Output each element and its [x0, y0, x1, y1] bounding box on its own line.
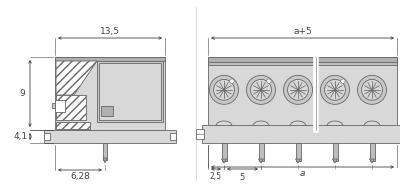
- Bar: [97, 61, 163, 122]
- Circle shape: [210, 75, 238, 104]
- Bar: [170, 133, 176, 140]
- Circle shape: [288, 79, 308, 100]
- Circle shape: [320, 75, 350, 104]
- Bar: [370, 143, 374, 161]
- Circle shape: [341, 79, 345, 83]
- Polygon shape: [370, 159, 374, 163]
- Polygon shape: [56, 61, 97, 95]
- Circle shape: [246, 75, 276, 104]
- Bar: [103, 143, 107, 160]
- Text: 6,28: 6,28: [70, 172, 90, 181]
- Text: a: a: [300, 169, 305, 177]
- Polygon shape: [56, 122, 90, 129]
- Bar: [258, 143, 264, 161]
- Circle shape: [250, 79, 272, 100]
- Circle shape: [230, 79, 234, 83]
- Circle shape: [214, 79, 234, 100]
- Polygon shape: [296, 159, 300, 163]
- Polygon shape: [103, 158, 107, 163]
- Circle shape: [362, 79, 382, 100]
- Bar: [44, 130, 176, 143]
- Bar: [208, 57, 397, 62]
- Text: 13,5: 13,5: [100, 26, 120, 36]
- Bar: [202, 125, 400, 143]
- Bar: [99, 63, 161, 120]
- Bar: [296, 143, 300, 161]
- Bar: [196, 129, 204, 139]
- Circle shape: [358, 75, 386, 104]
- Bar: [101, 106, 113, 116]
- Circle shape: [284, 75, 312, 104]
- Circle shape: [267, 79, 271, 83]
- Polygon shape: [258, 159, 264, 163]
- Text: 9: 9: [19, 89, 25, 98]
- Bar: [55, 57, 165, 130]
- Bar: [332, 143, 338, 161]
- Bar: [44, 133, 50, 140]
- Polygon shape: [222, 159, 226, 163]
- Text: 4,1: 4,1: [14, 132, 28, 141]
- Bar: [55, 100, 65, 112]
- Bar: [52, 103, 55, 108]
- Text: a+5: a+5: [293, 26, 312, 36]
- Text: 5: 5: [240, 172, 245, 181]
- Text: 2,5: 2,5: [210, 172, 222, 181]
- Bar: [208, 57, 397, 130]
- Bar: [222, 143, 226, 161]
- Polygon shape: [56, 95, 86, 120]
- Bar: [55, 57, 165, 61]
- Bar: [208, 62, 397, 65]
- Circle shape: [324, 79, 346, 100]
- Polygon shape: [332, 159, 338, 163]
